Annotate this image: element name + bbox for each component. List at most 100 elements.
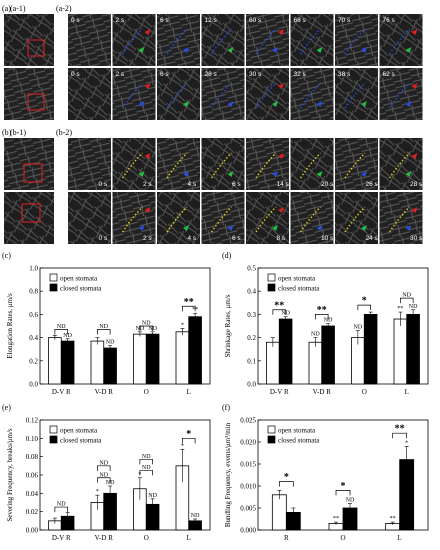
- y-tick-label: 0.015: [240, 461, 256, 469]
- y-tick-label: 0.08: [26, 453, 39, 461]
- arrowhead-marker: [316, 47, 323, 53]
- x-tick-label: V-D R: [95, 388, 114, 396]
- comparison-bracket: [97, 465, 111, 471]
- frame-image: [201, 14, 245, 66]
- time-lapse-frame: 2 s: [112, 14, 156, 66]
- y-tick-label: 0.00: [26, 527, 39, 535]
- frame-time-label: 30 s: [249, 71, 262, 78]
- significance-label: ND: [409, 304, 418, 310]
- time-lapse-frame: 8 s: [246, 192, 289, 244]
- frame-time-label: 6 s: [160, 17, 169, 24]
- panel-label-b2: (b-2): [56, 128, 72, 137]
- roi-box: [21, 203, 41, 223]
- arrowhead-marker: [278, 29, 284, 35]
- frame-time-label: 4 s: [188, 235, 197, 242]
- y-axis-label: Bundling Frequency, events/μm²/min: [224, 422, 232, 527]
- y-tick-label: 0.2: [247, 334, 256, 342]
- comparison-bracket: [182, 305, 196, 312]
- y-tick-label: 0.8: [29, 288, 38, 296]
- plot-frame: [257, 267, 429, 385]
- frame-time-label: 0 s: [99, 181, 108, 188]
- comparison-bracket: [97, 477, 111, 483]
- significance-label: ND: [324, 318, 333, 324]
- arrowhead-marker: [227, 225, 234, 231]
- time-lapse-a: 0 s 2 s 6 s 12 s 60 s 66 s 70 s 76 s 0 s 2 s 6 s 28…: [68, 14, 423, 120]
- comparison-bracket: [335, 490, 351, 496]
- x-tick-label: O: [340, 534, 345, 542]
- arrowhead-marker: [138, 225, 145, 231]
- frame-image: [157, 14, 200, 66]
- arrowhead-marker: [138, 101, 145, 107]
- bracket-label: ND: [99, 324, 108, 330]
- bar: [175, 331, 190, 385]
- significance-label: ND: [191, 513, 200, 519]
- bar: [393, 318, 408, 385]
- significance-label: ND: [63, 333, 72, 339]
- frame-time-label: 14 s: [277, 181, 290, 188]
- bracket-label: ND: [142, 465, 151, 471]
- significance-label: **: [397, 306, 403, 312]
- arrowhead-marker: [144, 207, 151, 213]
- roi-box: [27, 93, 45, 111]
- roi-box: [27, 39, 45, 57]
- x-tick-label: D-V R: [270, 388, 289, 396]
- panel-label-d: (d): [222, 251, 232, 260]
- arrowhead-marker: [405, 47, 412, 53]
- comparison-bracket: [182, 437, 196, 444]
- significance-label: ND: [106, 340, 115, 346]
- bar: [60, 340, 75, 385]
- frame-image: [290, 138, 334, 190]
- frame-image: [335, 192, 378, 244]
- x-tick-label: O: [362, 388, 367, 396]
- panel-label-b1: (b-1): [10, 128, 26, 137]
- frame-image: [68, 138, 111, 190]
- significance-label: *: [405, 440, 408, 446]
- significance-label: ND: [148, 493, 157, 499]
- frame-image: [112, 192, 156, 244]
- chart-d: 0.0 0.1 0.2 0.3 0.4 0.5 Shrinkage Rates, μm/s o…: [224, 265, 429, 396]
- comparison-bracket: [400, 297, 414, 304]
- x-tick-label: D-V R: [52, 388, 71, 396]
- arrowhead-marker: [361, 47, 367, 53]
- panel-label-a1: (a-1): [10, 4, 26, 13]
- legend-label-closed: closed stomata: [278, 285, 320, 293]
- bar: [406, 313, 420, 385]
- bar: [133, 333, 147, 385]
- arrowhead-marker: [272, 47, 278, 53]
- arrowhead-marker: [183, 171, 189, 177]
- y-tick-label: 0.4: [29, 334, 38, 342]
- chart-f: 0.000 0.005 0.010 0.015 0.020 0.025 Bundling F…: [224, 417, 429, 542]
- frame-time-label: 6 s: [232, 181, 241, 188]
- arrowhead-marker: [227, 171, 234, 177]
- bracket-label: *: [362, 296, 367, 307]
- panel-label-f: (f): [222, 403, 230, 412]
- time-lapse-frame: 14 s: [246, 138, 290, 190]
- y-tick-label: 0.06: [26, 472, 39, 480]
- y-tick-label: 0.12: [26, 417, 39, 425]
- panel-label-e: (e): [2, 403, 11, 412]
- arrowhead-marker: [278, 153, 284, 159]
- significance-label: ND: [106, 480, 115, 486]
- time-lapse-frame: 2 s: [112, 192, 156, 244]
- comparison-bracket: [139, 470, 153, 476]
- chart-e: 0.00 0.02 0.04 0.06 0.08 0.10 0.12 Severing Fre…: [6, 417, 211, 542]
- comparison-bracket: [54, 329, 68, 335]
- frame-image: [246, 68, 289, 120]
- frame-image: [335, 14, 378, 66]
- y-tick-label: 0.6: [29, 311, 38, 319]
- frame-time-label: 12 s: [205, 17, 218, 24]
- bar: [188, 316, 202, 385]
- frame-image: [290, 14, 334, 66]
- time-lapse-b: 0 s 2 s 4 s 6 s 14 s 20 s 26 s 28 s 0 s 2 s 4 s 6 s…: [68, 138, 423, 244]
- comparison-bracket: [315, 314, 329, 320]
- x-tick-label: L: [405, 388, 409, 396]
- overview-image-b-bottom: [4, 192, 54, 244]
- x-tick-label: L: [187, 534, 191, 542]
- legend-swatch-open: [267, 425, 276, 434]
- bracket-label: ND: [57, 502, 66, 508]
- chart-c: 0.0 0.2 0.4 0.6 0.8 1.0 Elongation Rates, μm/s…: [6, 265, 211, 396]
- x-tick-label: V-D R: [95, 534, 114, 542]
- y-tick-label: 0.025: [240, 417, 256, 425]
- y-tick-label: 0.010: [240, 483, 256, 491]
- bracket-label: ND: [142, 321, 151, 327]
